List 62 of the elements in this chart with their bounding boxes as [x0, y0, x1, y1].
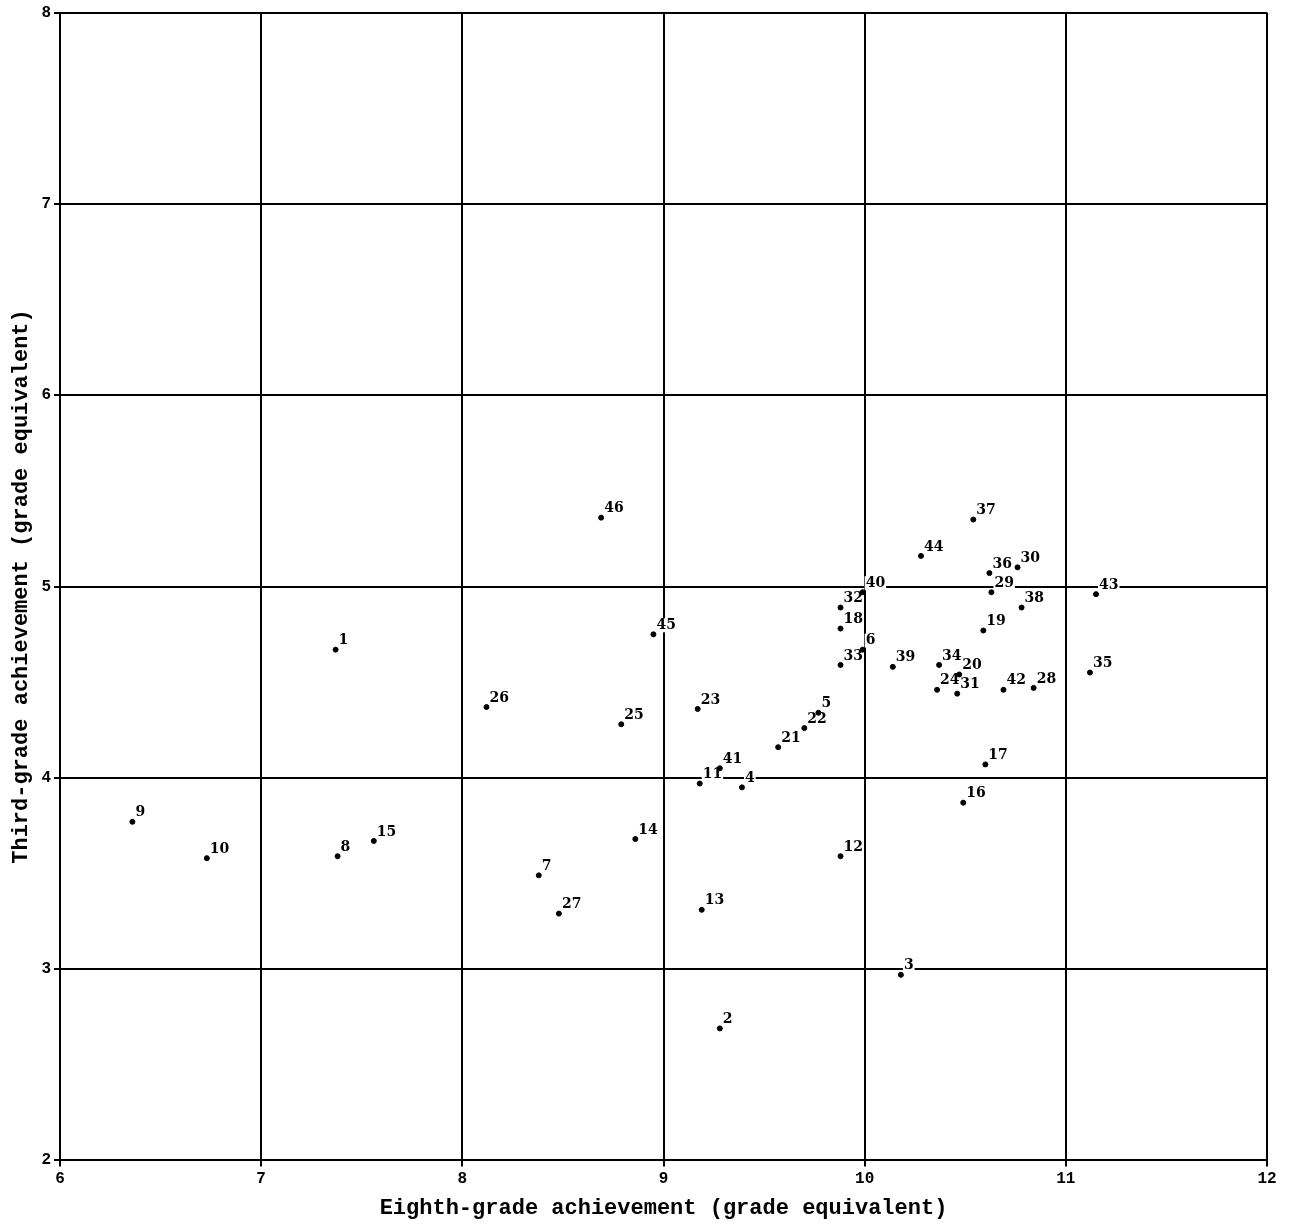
annotation: 26	[489, 688, 509, 705]
annotation: 38	[1024, 589, 1045, 606]
annotation: 40	[865, 573, 886, 590]
y-tick-label: 3	[41, 960, 51, 979]
annotation: 20	[962, 656, 982, 673]
annotation: 14	[638, 820, 659, 837]
x-tick-label: 9	[658, 1170, 669, 1189]
annotation: 32	[843, 589, 864, 606]
annotation: 8	[340, 837, 351, 854]
annotation: 15	[376, 822, 397, 839]
annotation: 5	[821, 694, 832, 711]
x-tick-label: 8	[457, 1170, 468, 1189]
x-axis-title: Eighth-grade achievement (grade equivalent)	[379, 1196, 948, 1222]
annotation: 27	[561, 895, 582, 912]
annotation: 45	[656, 615, 676, 632]
annotation: 4	[744, 769, 755, 786]
annotation: 30	[1020, 549, 1041, 566]
x-tick-label: 12	[1257, 1170, 1277, 1189]
annotation: 19	[986, 612, 1006, 629]
annotation: 24	[940, 671, 960, 688]
x-tick-label: 7	[256, 1170, 266, 1189]
annotation: 42	[1006, 671, 1026, 688]
annotation: 46	[604, 499, 624, 516]
annotation: 43	[1099, 575, 1119, 592]
annotation: 35	[1092, 654, 1113, 671]
annotation: 9	[135, 803, 146, 820]
annotation: 18	[843, 610, 864, 627]
y-axis-title: Third-grade achievement (grade equivalent)	[8, 309, 34, 864]
annotation: 33	[843, 646, 864, 663]
y-tick-label: 4	[41, 768, 52, 787]
annotation: 39	[895, 648, 916, 665]
annotation: 6	[865, 631, 876, 648]
annotation: 21	[781, 728, 801, 745]
annotation: 10	[209, 839, 230, 856]
x-tick-label: 10	[855, 1170, 875, 1189]
annotation: 41	[722, 749, 743, 766]
annotation: 13	[704, 891, 725, 908]
annotation: 23	[700, 690, 721, 707]
annotation: 16	[966, 784, 986, 801]
annotation: 37	[976, 501, 996, 518]
annotation: 3	[903, 956, 914, 973]
annotation: 11	[702, 765, 723, 782]
y-tick-label: 2	[41, 1151, 51, 1170]
annotation: 28	[1036, 669, 1057, 686]
annotation: 1	[338, 631, 349, 648]
annotation: 44	[923, 537, 944, 554]
annotation: 29	[994, 573, 1014, 590]
annotation: 36	[992, 554, 1012, 571]
annotation: 25	[624, 705, 644, 722]
y-tick-label: 7	[41, 194, 51, 213]
annotation: 7	[541, 857, 552, 873]
y-tick-label: 6	[41, 386, 51, 405]
annotation: 31	[960, 675, 980, 692]
annotation: 2	[722, 1010, 733, 1027]
annotation: 12	[843, 837, 864, 854]
annotation: 34	[942, 646, 962, 663]
y-tick-label: 5	[41, 577, 51, 596]
x-tick-label: 6	[55, 1170, 65, 1189]
annotation: 22	[807, 709, 827, 726]
annotation: 17	[988, 746, 1008, 763]
y-tick-label: 8	[41, 3, 51, 22]
x-tick-label: 11	[1056, 1170, 1076, 1189]
